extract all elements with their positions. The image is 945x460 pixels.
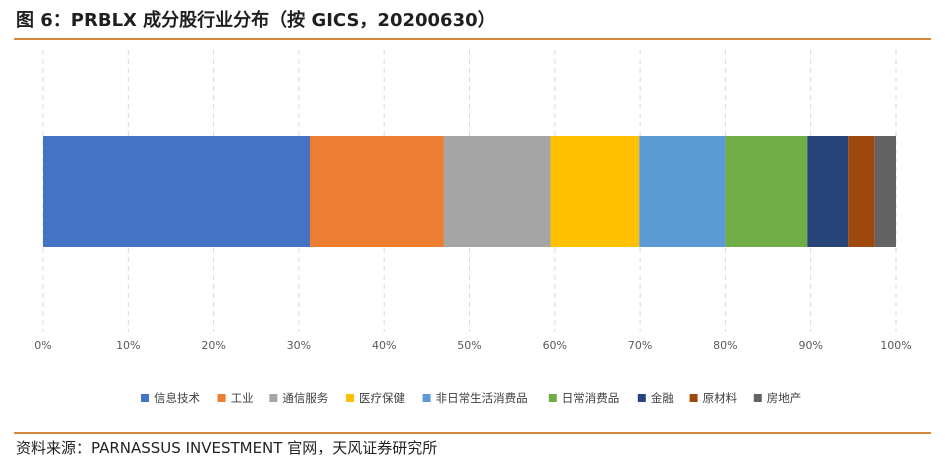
bar-segment [639,136,726,247]
bar-segments [43,136,896,247]
bar-segment [43,136,310,247]
x-tick-label: 90% [798,339,822,352]
x-tick-label: 80% [713,339,737,352]
x-tick-label: 0% [34,339,51,352]
source-note: 资料来源：PARNASSUS INVESTMENT 官网，天风证券研究所 [16,439,438,457]
bar-segment [848,136,875,247]
legend-label: 通信服务 [282,391,328,405]
x-tick-label: 30% [287,339,311,352]
legend-label: 医疗保健 [359,391,405,405]
x-tick-label: 100% [880,339,911,352]
legend-label: 工业 [231,391,254,405]
bar-segment [725,136,808,247]
legend-label: 信息技术 [154,391,200,405]
legend-label: 金融 [651,391,674,405]
x-tick-label: 50% [457,339,481,352]
x-tick-label: 70% [628,339,652,352]
bottom-divider [14,432,931,434]
legend-swatch [689,394,698,402]
bar-segment [550,136,640,247]
legend-label: 非日常生活消费品 [436,391,528,405]
legend-swatch [141,394,149,402]
legend: 信息技术 工业 通信服务 医疗保健 非日常生活消费品 日常消费品 金融 原材料 房地产 [141,391,801,405]
legend-label: 房地产 [767,391,802,405]
legend-swatch [217,394,226,402]
legend-swatch [269,394,278,402]
legend-swatch [422,394,431,402]
legend-swatch [637,394,646,402]
x-axis-ticks: 0% 10% 20% 30% 40% 50% 60% 70% 80% 90% 100% [34,339,911,352]
bar-segment [807,136,849,247]
legend-swatch [346,394,354,402]
x-tick-label: 60% [543,339,567,352]
legend-label: 日常消费品 [562,391,620,405]
stacked-bar-chart: 0% 10% 20% 30% 40% 50% 60% 70% 80% 90% 100% 信息技术 工业… [34,50,912,405]
bar-segment [443,136,551,247]
figure-title: 图 6：PRBLX 成分股行业分布（按 GICS，20200630） [16,10,496,31]
legend-swatch [548,394,557,402]
top-divider [14,38,931,40]
legend-label: 原材料 [703,391,738,405]
bar-segment [309,136,444,247]
x-tick-label: 10% [116,339,140,352]
x-tick-label: 20% [201,339,225,352]
legend-swatch [753,394,762,402]
bar-segment [874,136,896,247]
gridlines [42,50,897,332]
x-tick-label: 40% [372,339,396,352]
